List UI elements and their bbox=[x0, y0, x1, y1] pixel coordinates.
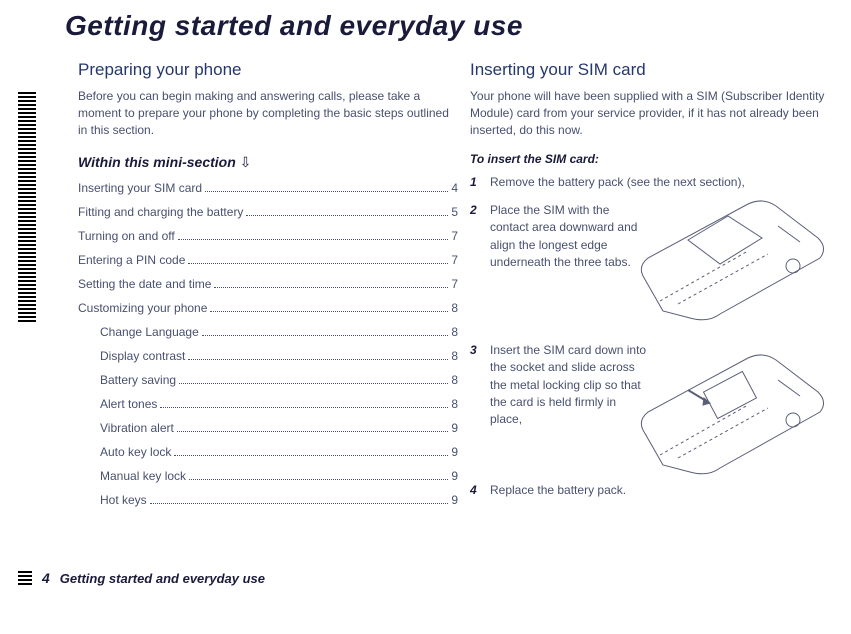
toc-label: Auto key lock bbox=[100, 445, 171, 459]
toc-leader bbox=[150, 503, 449, 504]
page-footer: 4 Getting started and everyday use bbox=[18, 570, 265, 586]
toc-page: 8 bbox=[451, 397, 458, 411]
toc-row: Setting the date and time 7 bbox=[78, 277, 458, 291]
mini-section-label: Within this mini-section bbox=[78, 154, 240, 170]
step-1-text: Remove the battery pack (see the next se… bbox=[490, 175, 745, 189]
toc-label: Fitting and charging the battery bbox=[78, 205, 243, 219]
toc-page: 7 bbox=[451, 253, 458, 267]
section-heading-preparing: Preparing your phone bbox=[78, 60, 458, 80]
toc-row: Customizing your phone 8 bbox=[78, 301, 458, 315]
toc-leader bbox=[210, 311, 448, 312]
toc-page: 8 bbox=[451, 325, 458, 339]
section-heading-sim: Inserting your SIM card bbox=[470, 60, 832, 80]
toc-label: Vibration alert bbox=[100, 421, 174, 435]
toc-label: Manual key lock bbox=[100, 469, 186, 483]
step-1: Remove the battery pack (see the next se… bbox=[470, 174, 832, 191]
toc-row: Hot keys 9 bbox=[78, 493, 458, 507]
toc-label: Battery saving bbox=[100, 373, 176, 387]
toc-leader bbox=[205, 191, 448, 192]
step-3-text: Insert the SIM card down into the socket… bbox=[490, 342, 650, 429]
mini-section-heading: Within this mini-section ⇩ bbox=[78, 154, 458, 171]
toc-leader bbox=[174, 455, 448, 456]
toc-row: Display contrast 8 bbox=[78, 349, 458, 363]
toc-leader bbox=[189, 479, 448, 480]
toc-page: 8 bbox=[451, 349, 458, 363]
toc-leader bbox=[188, 359, 448, 360]
step-2-text: Place the SIM with the contact area down… bbox=[490, 202, 650, 272]
toc-label: Entering a PIN code bbox=[78, 253, 185, 267]
toc-row: Entering a PIN code 7 bbox=[78, 253, 458, 267]
toc-page: 8 bbox=[451, 301, 458, 315]
toc-label: Customizing your phone bbox=[78, 301, 207, 315]
step-3: Insert the SIM card down into the socket… bbox=[470, 342, 832, 472]
toc-label: Setting the date and time bbox=[78, 277, 211, 291]
toc-row: Inserting your SIM card 4 bbox=[78, 181, 458, 195]
toc-row: Change Language 8 bbox=[78, 325, 458, 339]
toc-leader bbox=[177, 431, 448, 432]
step-2: Place the SIM with the contact area down… bbox=[470, 202, 832, 332]
toc-leader bbox=[246, 215, 448, 216]
footer-barcode-icon bbox=[18, 571, 32, 585]
intro-paragraph: Before you can begin making and answerin… bbox=[78, 88, 458, 138]
toc-label: Turning on and off bbox=[78, 229, 175, 243]
step-4: Replace the battery pack. bbox=[470, 482, 832, 499]
page-number: 4 bbox=[42, 570, 50, 586]
page-title: Getting started and everyday use bbox=[65, 10, 523, 42]
toc-leader bbox=[202, 335, 449, 336]
toc-page: 8 bbox=[451, 373, 458, 387]
left-column: Preparing your phone Before you can begi… bbox=[78, 60, 458, 517]
toc-label: Display contrast bbox=[100, 349, 185, 363]
decorative-barcode-strip bbox=[18, 92, 36, 322]
toc-page: 7 bbox=[451, 229, 458, 243]
step-4-text: Replace the battery pack. bbox=[490, 483, 626, 497]
toc-page: 7 bbox=[451, 277, 458, 291]
phone-illustration-1 bbox=[628, 196, 838, 326]
procedure-list: Remove the battery pack (see the next se… bbox=[470, 174, 832, 499]
toc-label: Alert tones bbox=[100, 397, 157, 411]
footer-title: Getting started and everyday use bbox=[60, 571, 265, 586]
down-arrow-icon: ⇩ bbox=[240, 154, 252, 170]
toc-page: 9 bbox=[451, 469, 458, 483]
toc-page: 4 bbox=[451, 181, 458, 195]
table-of-contents: Inserting your SIM card 4 Fitting and char… bbox=[78, 181, 458, 507]
toc-leader bbox=[214, 287, 448, 288]
toc-row: Fitting and charging the battery 5 bbox=[78, 205, 458, 219]
toc-page: 9 bbox=[451, 421, 458, 435]
phone-illustration-2 bbox=[628, 350, 838, 480]
toc-page: 5 bbox=[451, 205, 458, 219]
toc-label: Inserting your SIM card bbox=[78, 181, 202, 195]
sim-intro-paragraph: Your phone will have been supplied with … bbox=[470, 88, 832, 138]
toc-leader bbox=[188, 263, 448, 264]
toc-leader bbox=[178, 239, 449, 240]
toc-row: Vibration alert 9 bbox=[78, 421, 458, 435]
toc-label: Hot keys bbox=[100, 493, 147, 507]
toc-row: Alert tones 8 bbox=[78, 397, 458, 411]
toc-row: Battery saving 8 bbox=[78, 373, 458, 387]
right-column: Inserting your SIM card Your phone will … bbox=[470, 60, 832, 509]
toc-row: Auto key lock 9 bbox=[78, 445, 458, 459]
toc-leader bbox=[160, 407, 448, 408]
toc-leader bbox=[179, 383, 448, 384]
toc-label: Change Language bbox=[100, 325, 199, 339]
toc-row: Turning on and off 7 bbox=[78, 229, 458, 243]
toc-page: 9 bbox=[451, 493, 458, 507]
toc-row: Manual key lock 9 bbox=[78, 469, 458, 483]
procedure-heading: To insert the SIM card: bbox=[470, 152, 832, 166]
toc-page: 9 bbox=[451, 445, 458, 459]
